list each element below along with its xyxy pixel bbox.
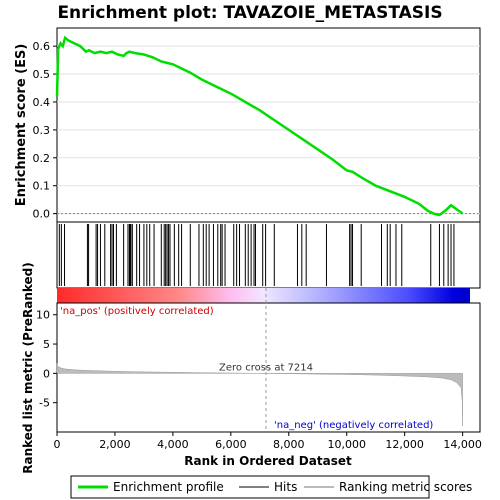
legend-es-label: Enrichment profile: [113, 480, 224, 494]
es-y-tick-label: 0.4: [33, 96, 51, 109]
hits-plot-area: [56, 221, 481, 289]
metric-y-tick-label: 5: [43, 338, 50, 351]
legend-hits-label: Hits: [274, 480, 297, 494]
hits-panel: [56, 221, 481, 289]
metric-y-ticks: -5 0 5 10: [36, 309, 57, 410]
metric-x-tick-label: 10,000: [327, 438, 366, 451]
es-y-tick-label: 0.1: [33, 180, 51, 193]
es-profile-line: [55, 35, 464, 217]
metric-area: [56, 363, 463, 427]
metric-y-tick-label: 0: [43, 367, 50, 380]
es-y-tick-label: 0.2: [33, 152, 51, 165]
zero-cross-annotation: Zero cross at 7214: [219, 362, 313, 373]
es-y-axis-label: Enrichment score (ES): [14, 44, 29, 207]
metric-y-tick-label: 10: [36, 309, 50, 322]
metric-y-tick-label: -5: [39, 397, 50, 410]
es-line-group: [55, 35, 464, 217]
es-grid: [57, 45, 480, 215]
es-y-tick-label: 0.3: [33, 124, 51, 137]
metric-x-tick-label: 4,000: [157, 438, 189, 451]
colorbar-strip: [57, 288, 470, 303]
pos-annotation: 'na_pos' (positively correlated): [60, 306, 214, 317]
es-y-ticks: 0.0 0.1 0.2 0.3 0.4 0.5 0.6: [33, 40, 57, 221]
metric-plot-area: [56, 302, 481, 433]
metric-x-axis-label: Rank in Ordered Dataset: [184, 454, 352, 468]
es-panel: 0.0 0.1 0.2 0.3 0.4 0.5 0.6 Enrichment score (…: [14, 27, 481, 223]
legend: Enrichment profile Hits Ranking metric s…: [70, 475, 472, 499]
neg-annotation: 'na_neg' (negatively correlated): [274, 420, 433, 431]
metric-x-tick-label: 0: [54, 438, 61, 451]
es-y-tick-label: 0.0: [33, 208, 51, 221]
metric-x-tick-label: 8,000: [273, 438, 305, 451]
rank-colorbar: [57, 288, 470, 303]
es-plot-area: [56, 27, 481, 223]
metric-x-tick-label: 2,000: [99, 438, 131, 451]
metric-x-tick-label: 6,000: [215, 438, 247, 451]
metric-x-ticks: 0 2,000 4,000 6,000 8,000 10,000 12,000 14,000: [54, 432, 482, 451]
metric-area-group: [56, 363, 463, 427]
metric-x-tick-label: 12,000: [385, 438, 424, 451]
metric-x-tick-label: 14,000: [443, 438, 482, 451]
metric-y-axis-label: Ranked list metric (PreRanked): [21, 262, 35, 474]
es-y-tick-label: 0.5: [33, 68, 51, 81]
metric-panel: -5 0 5 10 0 2,000 4,000 6,000 8,000 10,000 12,000…: [21, 262, 482, 474]
es-y-tick-label: 0.6: [33, 40, 51, 53]
legend-metric-label: Ranking metric scores: [339, 480, 472, 494]
hits-group: [58, 224, 455, 286]
chart-title: Enrichment plot: TAVAZOIE_METASTASIS: [57, 3, 442, 23]
